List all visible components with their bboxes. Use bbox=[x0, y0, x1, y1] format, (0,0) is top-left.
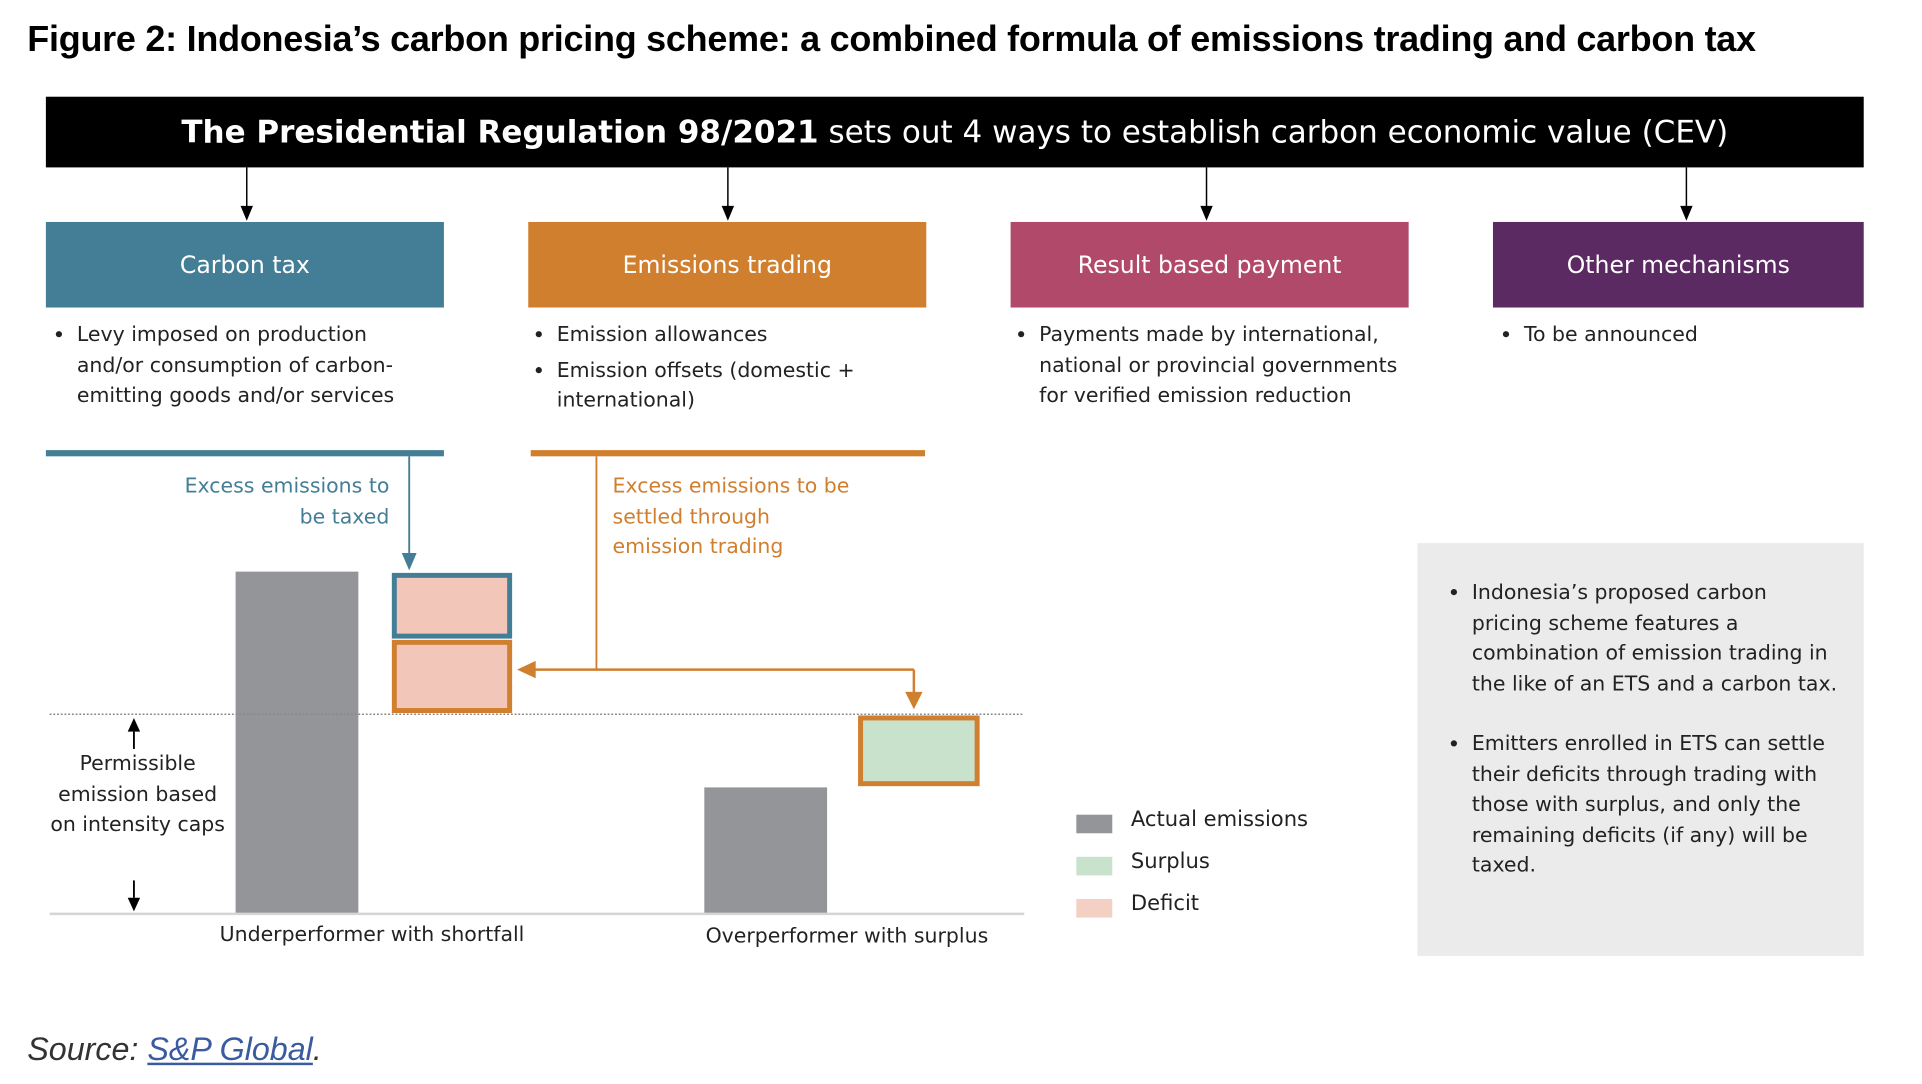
source-prefix: Source: bbox=[27, 1030, 139, 1068]
bullet: Emission allowances bbox=[557, 320, 892, 350]
emissions-trading-bullets: Emission allowances Emission offsets (do… bbox=[529, 320, 891, 421]
overperformer-actual-bar bbox=[704, 787, 828, 914]
traded-deficit-box bbox=[391, 639, 513, 714]
taxed-deficit-box bbox=[391, 572, 513, 639]
bullet: Indonesia’s proposed carbon pricing sche… bbox=[1472, 578, 1839, 700]
category-emissions-trading: Emissions trading bbox=[528, 221, 927, 308]
underperformer-label: Underperformer with shortfall bbox=[219, 922, 525, 947]
trade-note: Excess emissions to be settled through e… bbox=[612, 473, 850, 558]
source-suffix: . bbox=[312, 1030, 322, 1068]
banner-text: sets out 4 ways to establish carbon econ… bbox=[828, 114, 1729, 151]
bullet: Emission offsets (domestic + internation… bbox=[557, 355, 892, 416]
source-line: Source: S&P Global. bbox=[27, 1030, 322, 1068]
tax-arrow bbox=[401, 553, 417, 571]
emissions-trading-rule bbox=[530, 450, 926, 457]
category-result-based-payment: Result based payment bbox=[1010, 221, 1409, 308]
legend-swatch-deficit bbox=[1076, 899, 1113, 918]
banner-bold: The Presidential Regulation 98/2021 bbox=[181, 114, 819, 151]
other-bullets: To be announced bbox=[1497, 320, 1871, 355]
bullet: To be announced bbox=[1524, 320, 1871, 350]
trade-arrow-left bbox=[517, 660, 536, 679]
carbon-tax-bullets: Levy imposed on production and/or consum… bbox=[50, 320, 437, 416]
category-label: Carbon tax bbox=[179, 251, 310, 279]
tax-note: Excess emissions to be taxed bbox=[184, 473, 390, 528]
legend-actual: Actual emissions bbox=[1130, 807, 1309, 833]
figure-title: Figure 2: Indonesia’s carbon pricing sch… bbox=[27, 19, 1756, 60]
arrow-down-icon bbox=[127, 897, 141, 912]
category-label: Emissions trading bbox=[622, 251, 832, 279]
legend-deficit: Deficit bbox=[1130, 891, 1200, 917]
underperformer-actual-bar bbox=[235, 571, 359, 914]
carbon-tax-rule bbox=[45, 450, 444, 457]
arrow-up-icon bbox=[127, 717, 141, 732]
regulation-banner: The Presidential Regulation 98/2021 sets… bbox=[45, 96, 1864, 168]
result-payment-bullets: Payments made by international, national… bbox=[1012, 320, 1411, 416]
overperformer-label: Overperformer with surplus bbox=[705, 923, 989, 948]
category-carbon-tax: Carbon tax bbox=[45, 221, 444, 308]
legend-swatch-surplus bbox=[1076, 856, 1113, 876]
summary-panel: Indonesia’s proposed carbon pricing sche… bbox=[1417, 543, 1864, 957]
legend-surplus: Surplus bbox=[1130, 849, 1210, 875]
legend-swatch-actual bbox=[1076, 814, 1113, 834]
surplus-box bbox=[858, 715, 980, 787]
category-other-mechanisms: Other mechanisms bbox=[1492, 221, 1864, 308]
bullet: Payments made by international, national… bbox=[1039, 320, 1411, 411]
bullet: Levy imposed on production and/or consum… bbox=[77, 320, 437, 411]
source-link[interactable]: S&P Global bbox=[147, 1030, 313, 1068]
summary-bullets: Indonesia’s proposed carbon pricing sche… bbox=[1417, 578, 1863, 911]
category-label: Result based payment bbox=[1077, 251, 1342, 279]
permissible-note: Permissible emission based on intensity … bbox=[50, 751, 225, 836]
bullet: Emitters enrolled in ETS can settle thei… bbox=[1472, 729, 1839, 881]
trade-arrow-down bbox=[905, 691, 923, 710]
category-label: Other mechanisms bbox=[1566, 251, 1790, 279]
